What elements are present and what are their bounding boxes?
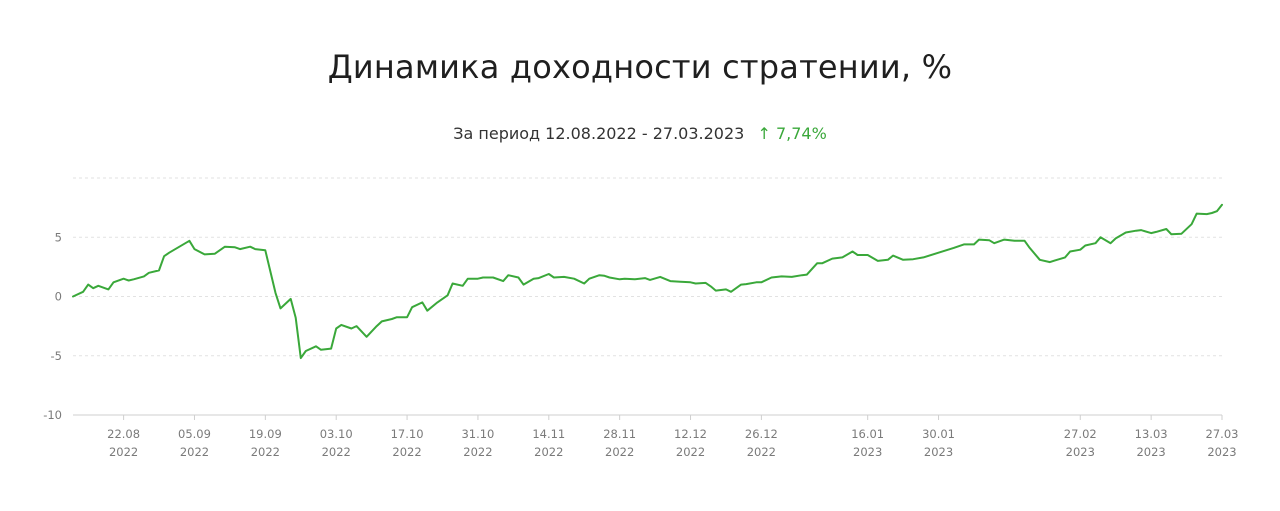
series-layer xyxy=(72,203,1223,360)
x-tick-label: 14.11 xyxy=(532,427,565,441)
x-tick-label: 16.01 xyxy=(851,427,884,441)
x-tick-label: 22.08 xyxy=(107,427,140,441)
y-axis: -10 -5 0 5 xyxy=(43,230,62,422)
x-tick-year-label: 2023 xyxy=(853,445,882,459)
y-tick-label: 0 xyxy=(55,290,62,304)
x-tick-year-label: 2022 xyxy=(747,445,776,459)
change-value: 7,74% xyxy=(775,124,827,143)
x-tick-label: 12.12 xyxy=(674,427,707,441)
change-indicator: ↑ 7,74% xyxy=(757,124,826,143)
x-tick-label: 13.03 xyxy=(1135,427,1168,441)
series-line-returns[interactable] xyxy=(72,203,1223,360)
x-axis: 22.08 2022 05.09 2022 19.09 2022 03.10 2022 17.1… xyxy=(107,415,1238,459)
x-tick-year-label: 2022 xyxy=(392,445,421,459)
x-tick-year-label: 2023 xyxy=(924,445,953,459)
x-tick-label: 27.03 xyxy=(1206,427,1239,441)
x-tick-year-label: 2022 xyxy=(322,445,351,459)
y-tick-label: -10 xyxy=(43,408,62,422)
x-tick-year-label: 2022 xyxy=(251,445,280,459)
y-tick-label: 5 xyxy=(55,230,62,244)
x-tick-label: 03.10 xyxy=(320,427,353,441)
arrow-up-icon: ↑ xyxy=(757,124,771,143)
chart-title: Динамика доходности стратении, % xyxy=(327,48,953,86)
x-tick-label: 27.02 xyxy=(1064,427,1097,441)
x-tick-year-label: 2022 xyxy=(534,445,563,459)
x-tick-year-label: 2022 xyxy=(463,445,492,459)
x-tick-year-label: 2022 xyxy=(676,445,705,459)
x-tick-year-label: 2022 xyxy=(605,445,634,459)
period-label: За период 12.08.2022 - 27.03.2023 xyxy=(453,124,745,143)
x-tick-year-label: 2023 xyxy=(1136,445,1165,459)
x-tick-year-label: 2022 xyxy=(180,445,209,459)
x-tick-year-label: 2023 xyxy=(1066,445,1095,459)
y-tick-label: -5 xyxy=(51,349,62,363)
x-tick-label: 05.09 xyxy=(178,427,211,441)
period-summary: За период 12.08.2022 - 27.03.2023 ↑ 7,74… xyxy=(0,124,1280,143)
x-tick-label: 28.11 xyxy=(603,427,636,441)
x-tick-label: 26.12 xyxy=(745,427,778,441)
x-tick-label: 17.10 xyxy=(391,427,424,441)
grid-lines xyxy=(73,177,1222,416)
x-tick-label: 31.10 xyxy=(461,427,494,441)
x-tick-year-label: 2023 xyxy=(1207,445,1236,459)
x-tick-label: 30.01 xyxy=(922,427,955,441)
x-tick-year-label: 2022 xyxy=(109,445,138,459)
x-tick-label: 19.09 xyxy=(249,427,282,441)
